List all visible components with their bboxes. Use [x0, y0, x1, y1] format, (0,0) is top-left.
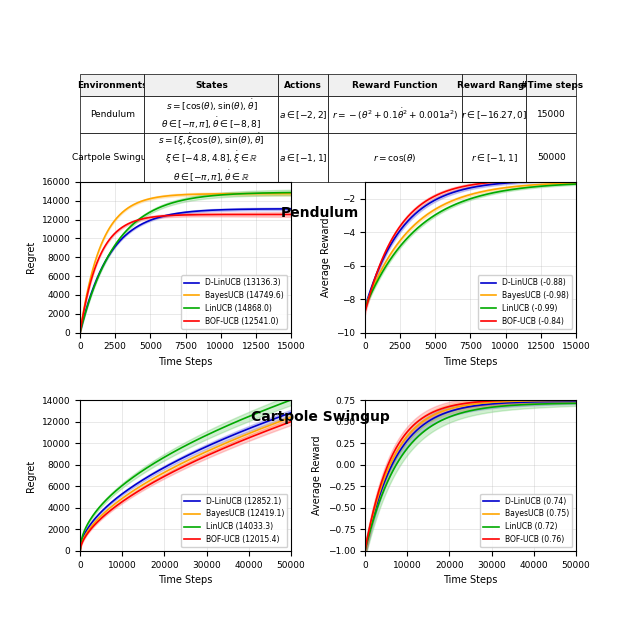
X-axis label: Time Steps: Time Steps — [444, 357, 498, 367]
Y-axis label: Regret: Regret — [26, 459, 36, 491]
X-axis label: Time Steps: Time Steps — [158, 357, 212, 367]
Text: Cartpole Swingup: Cartpole Swingup — [251, 410, 389, 424]
Y-axis label: Regret: Regret — [26, 241, 36, 274]
Legend: D-LinUCB (12852.1), BayesUCB (12419.1), LinUCB (14033.3), BOF-UCB (12015.4): D-LinUCB (12852.1), BayesUCB (12419.1), … — [181, 493, 287, 547]
X-axis label: Time Steps: Time Steps — [158, 575, 212, 585]
Y-axis label: Average Reward: Average Reward — [312, 436, 322, 516]
Legend: D-LinUCB (13136.3), BayesUCB (14749.6), LinUCB (14868.0), BOF-UCB (12541.0): D-LinUCB (13136.3), BayesUCB (14749.6), … — [181, 275, 287, 329]
Text: Pendulum: Pendulum — [281, 206, 359, 220]
Y-axis label: Average Reward: Average Reward — [321, 217, 331, 297]
X-axis label: Time Steps: Time Steps — [444, 575, 498, 585]
Legend: D-LinUCB (0.74), BayesUCB (0.75), LinUCB (0.72), BOF-UCB (0.76): D-LinUCB (0.74), BayesUCB (0.75), LinUCB… — [481, 493, 572, 547]
Legend: D-LinUCB (-0.88), BayesUCB (-0.98), LinUCB (-0.99), BOF-UCB (-0.84): D-LinUCB (-0.88), BayesUCB (-0.98), LinU… — [478, 275, 572, 329]
